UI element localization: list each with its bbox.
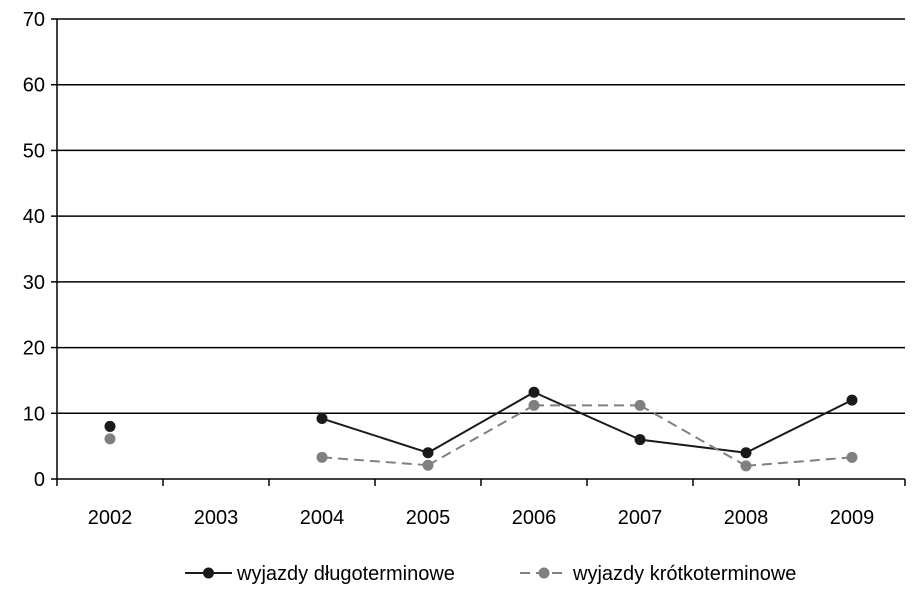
series-line-segment [745, 399, 853, 454]
series-line-segment [745, 456, 853, 467]
data-point [104, 433, 116, 445]
legend: wyjazdy długoterminowe wyjazdy krótkoterm… [185, 563, 796, 585]
x-tick-label: 2003 [194, 507, 239, 529]
data-point [528, 399, 540, 411]
data-point [422, 459, 434, 471]
series-line-segment [321, 417, 429, 454]
gridlines [57, 18, 905, 415]
series-line-segment [639, 438, 747, 454]
data-point [634, 434, 646, 446]
data-point [528, 386, 540, 398]
y-tick-label: 30 [23, 272, 45, 294]
y-tick-label: 10 [23, 403, 45, 425]
y-tick-labels: 0 10 20 30 40 50 60 70 [23, 9, 45, 491]
y-tick-label: 20 [23, 338, 45, 360]
x-tick-label: 2005 [406, 507, 451, 529]
legend-marker [203, 567, 214, 579]
legend-item-1: wyjazdy długoterminowe [185, 563, 455, 585]
y-tick-label: 40 [23, 206, 45, 228]
data-point [422, 447, 434, 459]
series-line-segment [427, 404, 535, 467]
series-line-segment [321, 456, 429, 467]
series-line-segment [427, 391, 535, 454]
data-point [316, 413, 328, 425]
series [104, 386, 858, 472]
legend-item-2: wyjazdy krótkoterminowe [520, 563, 796, 585]
series-line-segment [533, 391, 641, 441]
legend-label: wyjazdy krótkoterminowe [572, 563, 796, 584]
data-point [104, 420, 116, 432]
data-point [846, 394, 858, 406]
series-line-segment [639, 404, 747, 467]
data-point [634, 399, 646, 411]
x-tick-label: 2009 [830, 507, 875, 529]
axes [51, 18, 906, 486]
y-tick-label: 0 [34, 469, 45, 491]
series-2 [104, 399, 858, 472]
y-tick-label: 70 [23, 9, 45, 31]
y-tick-label: 60 [23, 75, 45, 97]
series-1 [104, 386, 858, 459]
x-tick-label: 2008 [724, 507, 769, 529]
y-tick-label: 50 [23, 140, 45, 162]
x-tick-label: 2002 [88, 507, 133, 529]
x-tick-label: 2007 [618, 507, 663, 529]
x-tick-label: 2004 [300, 507, 345, 529]
legend-marker [538, 567, 550, 579]
data-point [316, 451, 328, 463]
x-tick-labels: 2002 2003 2004 2005 2006 2007 2008 2009 [88, 507, 875, 529]
legend-label: wyjazdy długoterminowe [236, 563, 455, 584]
data-point [740, 460, 752, 472]
data-point [846, 451, 858, 463]
x-tick-label: 2006 [512, 507, 557, 529]
data-point [740, 447, 752, 459]
